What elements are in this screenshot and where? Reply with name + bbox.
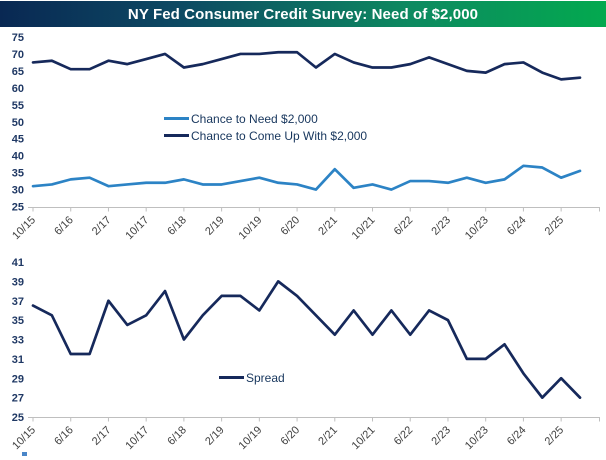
x-tick-label: 6/24 — [505, 214, 529, 238]
x-tick-label: 2/17 — [90, 214, 114, 238]
legend-item: Chance to Need $2,000 — [164, 111, 367, 126]
y-tick-label: 75 — [12, 32, 24, 44]
x-tick-label: 10/21 — [350, 214, 378, 242]
x-tick-label: 10/15 — [10, 424, 38, 452]
x-tick-label: 2/21 — [316, 214, 340, 238]
chart-title-bar: NY Fed Consumer Credit Survey: Need of $… — [0, 1, 606, 27]
x-tick-label: 2/21 — [316, 424, 340, 448]
y-tick-label: 25 — [12, 412, 24, 424]
series-line-chance-to-need-2-000 — [31, 164, 582, 191]
y-tick-label: 65 — [12, 66, 24, 78]
y-tick-label: 31 — [12, 354, 24, 366]
x-tick-label: 10/17 — [123, 214, 151, 242]
x-tick-label: 10/21 — [350, 424, 378, 452]
y-tick-label: 50 — [12, 117, 24, 129]
y-tick-label: 29 — [12, 373, 24, 385]
y-tick-label: 39 — [12, 276, 24, 288]
legend-label: Chance to Need $2,000 — [191, 111, 318, 126]
y-tick-label: 35 — [12, 315, 24, 327]
x-tick-label: 6/24 — [505, 424, 529, 448]
x-tick-label: 2/19 — [203, 424, 227, 448]
y-tick-label: 70 — [12, 49, 24, 61]
y-tick-label: 55 — [12, 100, 24, 112]
x-tick-label: 6/22 — [392, 214, 416, 238]
y-tick-label: 35 — [12, 168, 24, 180]
legend-item: Spread — [219, 370, 285, 385]
y-tick-label: 40 — [12, 151, 24, 163]
x-tick-label: 2/19 — [203, 214, 227, 238]
x-tick-label: 6/20 — [279, 214, 303, 238]
x-tick-label: 2/23 — [429, 424, 453, 448]
x-tick-label: 6/16 — [52, 214, 76, 238]
x-tick-label: 10/15 — [10, 214, 38, 242]
x-tick-label: 2/23 — [429, 214, 453, 238]
legend-line-sample — [219, 376, 244, 379]
y-tick-label: 41 — [12, 257, 24, 269]
x-tick-label: 10/19 — [237, 214, 265, 242]
x-tick-label: 6/22 — [392, 424, 416, 448]
x-tick-label: 6/16 — [52, 424, 76, 448]
series-line-spread — [31, 280, 582, 399]
y-tick-label: 37 — [12, 296, 24, 308]
legend-top-chart: Chance to Need $2,000 Chance to Come Up W… — [164, 111, 368, 143]
y-tick-label: 25 — [12, 202, 24, 214]
x-tick-label: 2/17 — [90, 424, 114, 448]
x-tick-label: 6/18 — [165, 424, 189, 448]
legend-spread: Spread — [219, 370, 285, 385]
y-tick-label: 45 — [12, 134, 24, 146]
legend-item: Chance to Come Up With $2,000 — [164, 128, 368, 143]
y-tick-label: 27 — [12, 393, 24, 405]
x-tick-label: 2/25 — [543, 214, 567, 238]
series-line-chance-to-come-up-with-2-000 — [31, 50, 582, 81]
legend-label: Chance to Come Up With $2,000 — [191, 128, 368, 143]
legend-line-sample — [164, 117, 189, 120]
x-tick-label: 10/23 — [463, 214, 491, 242]
x-tick-label: 6/20 — [279, 424, 303, 448]
y-tick-label: 30 — [12, 185, 24, 197]
x-tick-label: 10/19 — [237, 424, 265, 452]
x-tick-label: 2/25 — [543, 424, 567, 448]
x-tick-label: 10/23 — [463, 424, 491, 452]
x-tick-label: 6/18 — [165, 214, 189, 238]
y-tick-label: 60 — [12, 83, 24, 95]
page-title: NY Fed Consumer Credit Survey: Need of $… — [127, 5, 479, 23]
logo-fragment — [22, 452, 27, 456]
y-tick-label: 33 — [12, 335, 24, 347]
legend-line-sample — [164, 134, 189, 137]
legend-label: Spread — [246, 370, 285, 385]
x-tick-label: 10/17 — [123, 424, 151, 452]
